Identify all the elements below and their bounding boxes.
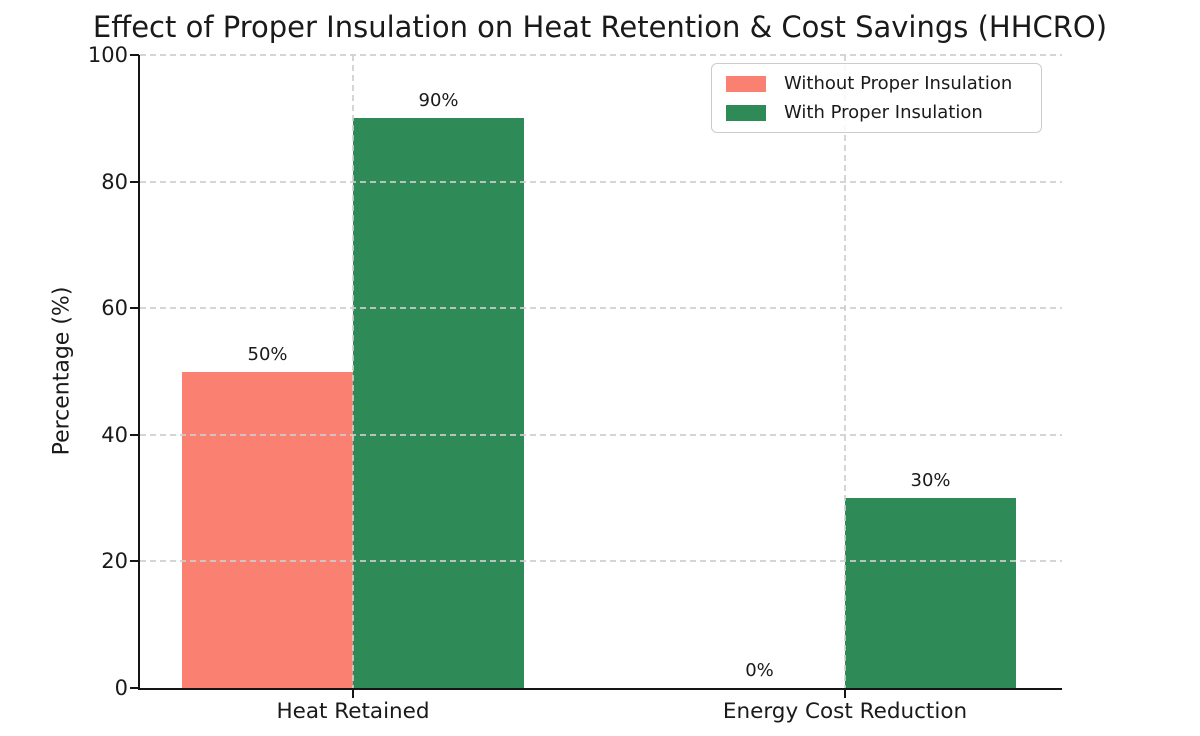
gridline-horizontal-80 xyxy=(140,180,1062,183)
bar-value-label-with-proper-insulation-heat-retained: 90% xyxy=(418,90,459,112)
x-tick-mark-heat-retained xyxy=(352,689,354,698)
y-tick-label-40: 40 xyxy=(101,422,128,447)
y-tick-label-0: 0 xyxy=(114,676,128,700)
gridline-horizontal-40 xyxy=(140,433,1062,436)
gridline-horizontal-60 xyxy=(140,307,1062,310)
y-tick-mark-60 xyxy=(130,307,139,310)
value-labels-layer: 50% 0% 90% 30% xyxy=(140,55,1062,688)
legend-swatch-with-proper-insulation xyxy=(726,104,766,121)
y-tick-mark-0 xyxy=(130,687,139,689)
legend-label-with-proper-insulation: With Proper Insulation xyxy=(784,102,983,123)
y-tick-label-60: 60 xyxy=(101,296,128,321)
y-tick-mark-20 xyxy=(130,560,139,563)
x-tick-label-energy-cost-reduction: Energy Cost Reduction xyxy=(722,699,968,724)
legend-item-without-proper-insulation: Without Proper Insulation xyxy=(726,73,1027,94)
gridline-vertical-heat-retained xyxy=(352,55,354,688)
gridline-horizontal-100 xyxy=(140,54,1062,56)
legend-item-with-proper-insulation: With Proper Insulation xyxy=(726,102,1027,123)
y-tick-label-80: 80 xyxy=(101,169,128,194)
gridline-horizontal-20 xyxy=(140,560,1062,563)
chart-title: Effect of Proper Insulation on Heat Rete… xyxy=(92,10,1108,44)
legend-swatch-without-proper-insulation xyxy=(726,75,766,92)
y-tick-label-20: 20 xyxy=(101,549,128,574)
bar-value-label-without-proper-insulation-heat-retained: 50% xyxy=(247,343,288,365)
plot-area: 50% 0% 90% 30% 0 20 40 60 80 100 Heat Retained Ener… xyxy=(88,43,1062,724)
y-tick-label-100: 100 xyxy=(87,43,128,67)
x-axis-spine xyxy=(138,687,1062,690)
x-tick-mark-energy-cost-reduction xyxy=(844,689,846,698)
bar-value-label-with-proper-insulation-energy-cost-reduction: 30% xyxy=(910,470,951,492)
gridline-vertical-energy-cost-reduction xyxy=(844,55,846,688)
legend: Without Proper Insulation With Proper Ins… xyxy=(711,63,1042,133)
y-axis-spine xyxy=(138,55,140,690)
bar-without-proper-insulation-heat-retained xyxy=(182,371,353,688)
x-tick-label-heat-retained: Heat Retained xyxy=(276,699,430,724)
bar-value-label-without-proper-insulation-energy-cost-reduction: 0% xyxy=(745,660,774,681)
y-tick-mark-80 xyxy=(130,180,139,183)
legend-label-without-proper-insulation: Without Proper Insulation xyxy=(784,73,1013,94)
bars-layer xyxy=(140,55,1062,688)
bar-with-proper-insulation-heat-retained xyxy=(353,118,524,688)
y-tick-mark-100 xyxy=(130,54,139,56)
y-tick-mark-40 xyxy=(130,433,139,436)
y-axis-label: Percentage (%) xyxy=(49,286,75,456)
bar-with-proper-insulation-energy-cost-reduction xyxy=(845,498,1016,688)
grid-layer xyxy=(140,54,1062,688)
